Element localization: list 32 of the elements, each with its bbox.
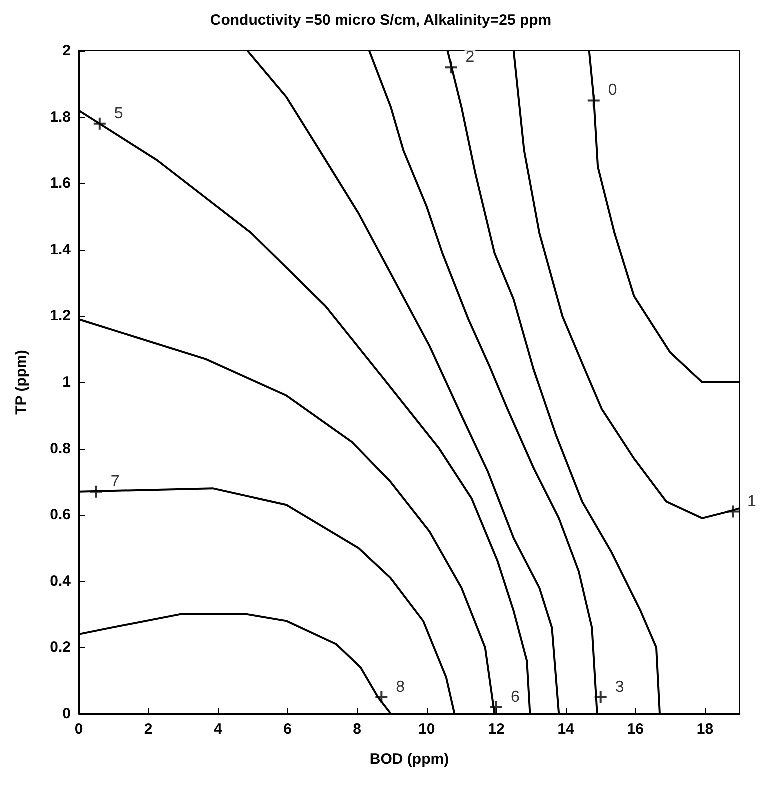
x-tick-label: 4 xyxy=(214,721,223,738)
x-tick-label: 8 xyxy=(353,721,362,738)
annotation: 2 xyxy=(466,49,475,66)
annotation: 6 xyxy=(510,688,520,706)
x-tick-label: 0 xyxy=(74,721,84,738)
y-tick-label: 1 xyxy=(62,374,71,391)
x-axis-title: BOD (ppm) xyxy=(370,751,450,768)
annotation: 5 xyxy=(114,105,124,122)
y-axis-title: TP (ppm) xyxy=(13,350,30,415)
annotation: 8 xyxy=(396,678,406,696)
x-tick-label: 18 xyxy=(696,721,714,738)
annotation: 0 xyxy=(608,82,618,100)
y-tick-label: 1.2 xyxy=(50,308,71,325)
y-tick-label: 0.4 xyxy=(50,572,72,590)
y-tick-label: 1.8 xyxy=(50,108,71,126)
y-tick-label: 0.6 xyxy=(50,506,71,524)
annotation: 1 xyxy=(748,493,757,510)
x-tick-label: 14 xyxy=(558,721,576,738)
y-tick-label: 0.2 xyxy=(50,639,71,656)
annotation: 3 xyxy=(615,678,624,696)
y-tick-label: 1.4 xyxy=(50,241,72,258)
x-tick-label: 12 xyxy=(488,721,505,738)
x-tick-label: 6 xyxy=(284,721,292,738)
x-tick-label: 16 xyxy=(627,721,644,738)
x-tick-label: 2 xyxy=(144,721,153,738)
y-tick-label: 2 xyxy=(62,42,71,60)
x-tick-label: 10 xyxy=(418,721,436,738)
chart-title: Conductivity =50 micro S/cm, Alkalinity=25 ppm xyxy=(210,12,552,29)
y-tick-label: 0.8 xyxy=(50,440,71,458)
y-tick-label: 1.6 xyxy=(50,175,71,192)
y-tick-label: 0 xyxy=(62,706,71,722)
annotation: 7 xyxy=(110,473,120,490)
